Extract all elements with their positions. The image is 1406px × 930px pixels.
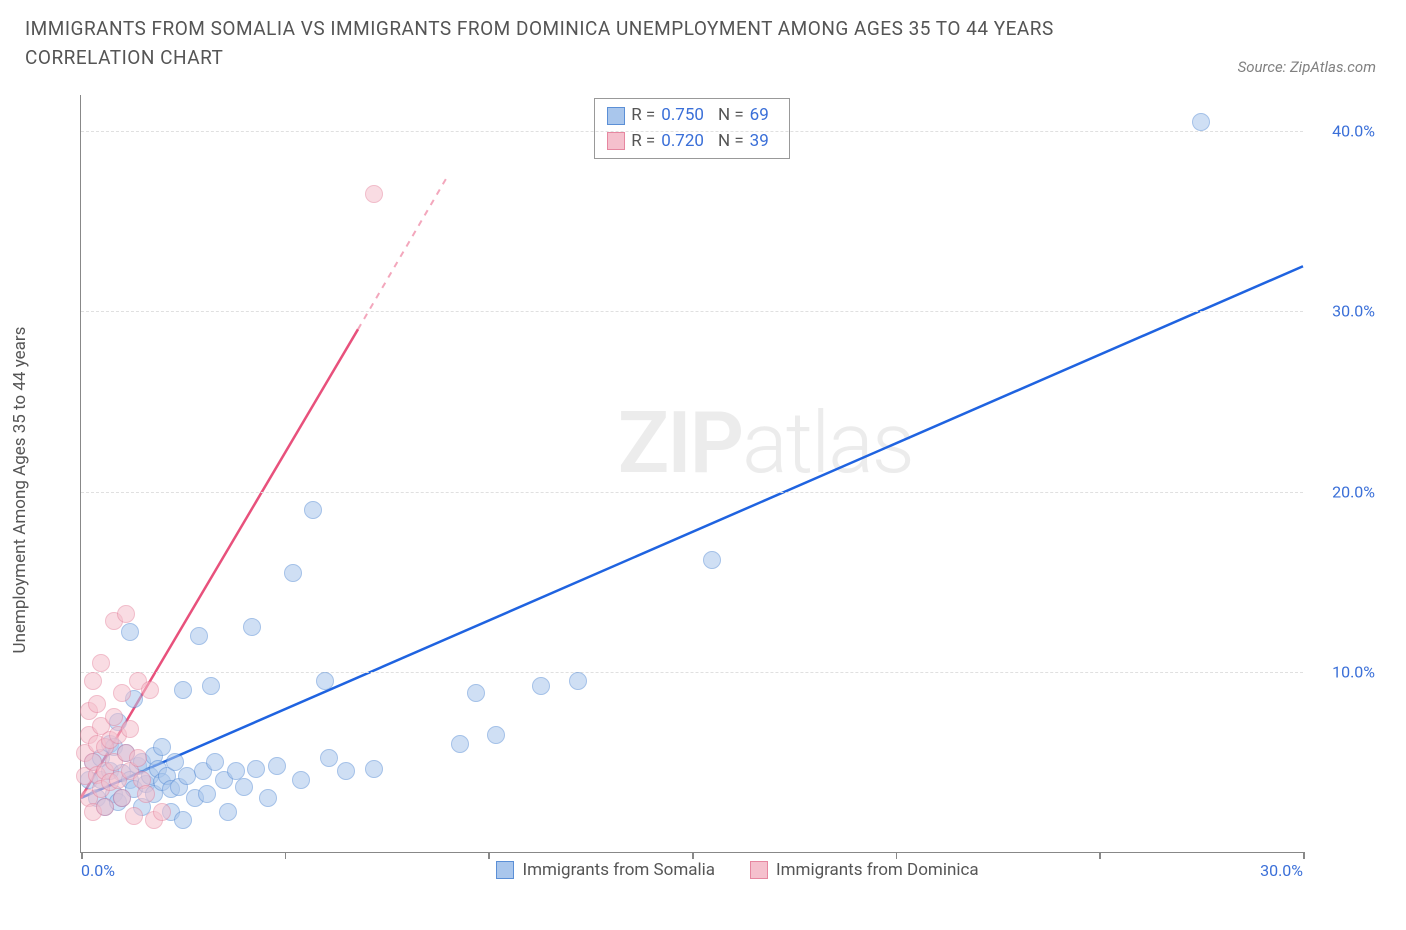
trend-line (81, 266, 1303, 798)
scatter-point (174, 811, 192, 829)
legend-series-label: Immigrants from Somalia (522, 860, 715, 880)
scatter-point (92, 654, 110, 672)
legend-r-value: 0.750 (661, 103, 704, 129)
scatter-point (320, 749, 338, 767)
legend-n-value: 39 (750, 129, 769, 155)
x-tick (692, 852, 694, 859)
scatter-point (243, 618, 261, 636)
legend-swatch (607, 132, 625, 150)
scatter-point (1192, 113, 1210, 131)
legend-n-value: 69 (750, 103, 769, 129)
legend-n-label: N = (718, 129, 744, 155)
scatter-point (96, 798, 114, 816)
scatter-point (259, 789, 277, 807)
scatter-point (235, 778, 253, 796)
scatter-point (268, 757, 286, 775)
scatter-point (487, 726, 505, 744)
x-tick (1099, 852, 1101, 859)
scatter-point (292, 771, 310, 789)
gridline (81, 492, 1303, 493)
scatter-point (304, 501, 322, 519)
chart-container: Unemployment Among Ages 35 to 44 years Z… (65, 95, 1381, 885)
legend-n-label: N = (718, 103, 744, 129)
scatter-point (153, 803, 171, 821)
x-tick (285, 852, 287, 859)
scatter-point (117, 605, 135, 623)
y-tick-label: 20.0% (1332, 482, 1375, 501)
y-axis-label: Unemployment Among Ages 35 to 44 years (10, 327, 30, 654)
x-tick (896, 852, 898, 859)
scatter-point (141, 681, 159, 699)
y-tick-label: 10.0% (1332, 662, 1375, 681)
scatter-point (190, 627, 208, 645)
x-tick (81, 852, 83, 859)
scatter-point (451, 735, 469, 753)
scatter-point (467, 684, 485, 702)
scatter-point (84, 672, 102, 690)
scatter-point (121, 720, 139, 738)
scatter-point (125, 807, 143, 825)
watermark: ZIPatlas (618, 393, 913, 493)
scatter-point (337, 762, 355, 780)
x-tick (1303, 852, 1305, 859)
legend-swatch (496, 861, 514, 879)
gridline (81, 311, 1303, 312)
scatter-point (365, 185, 383, 203)
scatter-point (202, 677, 220, 695)
x-tick-label: 30.0% (1260, 861, 1303, 880)
scatter-point (206, 753, 224, 771)
legend-stats-row: R =0.750 N =69 (607, 103, 777, 129)
scatter-point (219, 803, 237, 821)
scatter-point (284, 564, 302, 582)
legend-swatch (750, 861, 768, 879)
legend-stats-row: R =0.720 N =39 (607, 129, 777, 155)
scatter-point (113, 789, 131, 807)
legend-r-label: R = (631, 103, 655, 129)
y-tick-label: 40.0% (1332, 122, 1375, 141)
trend-lines-layer (81, 95, 1303, 852)
gridline (81, 131, 1303, 132)
scatter-point (137, 785, 155, 803)
x-tick (488, 852, 490, 859)
scatter-point (88, 695, 106, 713)
scatter-point (247, 760, 265, 778)
watermark-atlas: atlas (742, 393, 913, 493)
scatter-point (532, 677, 550, 695)
scatter-point (316, 672, 334, 690)
legend-stats-box: R =0.750 N =69 R =0.720 N =39 (594, 98, 790, 159)
legend-r-value: 0.720 (661, 129, 704, 155)
x-tick-label: 0.0% (81, 861, 115, 880)
scatter-point (129, 749, 147, 767)
watermark-zip: ZIP (618, 393, 742, 493)
y-tick-label: 30.0% (1332, 302, 1375, 321)
scatter-point (365, 760, 383, 778)
scatter-point (121, 623, 139, 641)
legend-series: Immigrants from Somalia Immigrants from D… (496, 860, 978, 880)
plot-area: ZIPatlas R =0.750N =69R =0.720N =39 Immi… (80, 95, 1303, 853)
gridline (81, 672, 1303, 673)
scatter-point (703, 551, 721, 569)
scatter-point (113, 684, 131, 702)
scatter-point (105, 708, 123, 726)
legend-series-label: Immigrants from Dominica (776, 860, 979, 880)
legend-series-item: Immigrants from Somalia (496, 860, 715, 880)
source-attribution: Source: ZipAtlas.com (1238, 58, 1376, 76)
legend-r-label: R = (631, 129, 655, 155)
legend-swatch (607, 107, 625, 125)
scatter-point (198, 785, 216, 803)
legend-series-item: Immigrants from Dominica (750, 860, 979, 880)
scatter-point (174, 681, 192, 699)
scatter-point (569, 672, 587, 690)
chart-title: IMMIGRANTS FROM SOMALIA VS IMMIGRANTS FR… (25, 15, 1125, 72)
